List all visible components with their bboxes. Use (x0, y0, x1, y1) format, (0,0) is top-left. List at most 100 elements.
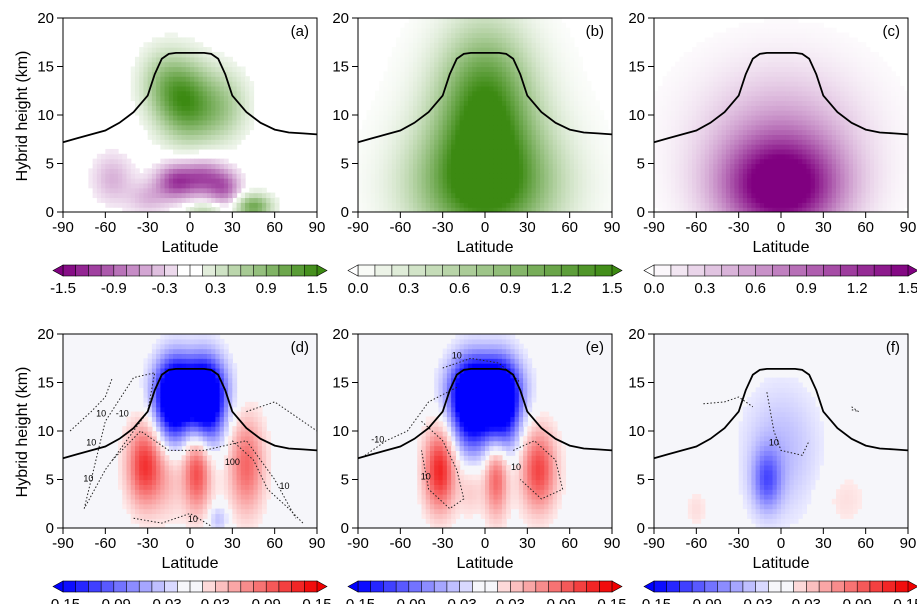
heat-cell (523, 119, 528, 126)
heat-cell (130, 207, 136, 212)
heat-cell (836, 100, 841, 106)
heat-cell (764, 124, 769, 131)
heat-cell (438, 187, 444, 194)
heat-cell (211, 129, 216, 135)
heat-cell (156, 163, 161, 169)
heat-cell (429, 42, 435, 48)
heat-cell (751, 139, 757, 145)
heat-cell (92, 187, 98, 194)
heat-cell (451, 95, 456, 102)
heat-cell (776, 22, 782, 29)
heat-cell (768, 178, 774, 184)
heat-cell (438, 37, 444, 43)
heat-cell (607, 207, 612, 212)
heat-cell (177, 61, 183, 68)
heat-cell (147, 71, 153, 77)
heat-cell (249, 90, 255, 97)
heat-cell (206, 202, 212, 208)
heat-cell (434, 81, 440, 87)
heat-cell (738, 110, 744, 116)
heat-cell (578, 173, 583, 179)
heat-cell (781, 163, 786, 169)
heat-cell (738, 129, 744, 135)
heat-cell (725, 124, 731, 131)
heat-cell (696, 124, 702, 131)
heat-cell (755, 81, 761, 87)
heat-cell (802, 71, 807, 77)
heat-cell (438, 61, 444, 68)
heat-cell (493, 105, 499, 111)
heat-cell (232, 124, 238, 131)
heat-cell (185, 178, 191, 184)
heat-cell (358, 197, 363, 203)
heat-cell (658, 119, 664, 126)
heat-cell (789, 22, 795, 29)
heat-cell (493, 76, 499, 82)
heat-cell (751, 178, 757, 184)
heat-cell (700, 139, 706, 145)
y-tick-label: 5 (341, 156, 349, 173)
heat-cell (717, 178, 723, 184)
heat-cell (442, 158, 448, 165)
heat-cell (582, 202, 588, 208)
heat-cell (789, 187, 795, 194)
heat-cell (793, 56, 799, 63)
heat-cell (747, 148, 752, 155)
colorbar-cell (75, 264, 89, 277)
heat-cell (675, 173, 680, 179)
heat-cell (523, 42, 528, 48)
heat-cell (857, 110, 863, 116)
heat-cell (692, 158, 697, 165)
heat-cell (535, 51, 541, 58)
heat-cell (751, 85, 757, 92)
colorbar-tick-label: -0.3 (152, 280, 178, 297)
heat-cell (442, 197, 448, 203)
heat-cell (857, 66, 863, 72)
heat-cell (429, 95, 435, 102)
heat-cell (147, 168, 153, 174)
heat-cell (391, 168, 397, 174)
heat-cell (379, 100, 384, 106)
heat-cell (476, 168, 482, 174)
heat-cell (552, 158, 558, 165)
heat-cell (404, 42, 410, 48)
heat-cell (387, 100, 393, 106)
heat-cell (683, 61, 689, 68)
heat-cell (506, 119, 511, 126)
heat-cell (776, 95, 782, 102)
heat-cell (96, 197, 102, 203)
heat-cell (747, 144, 752, 150)
heat-cell (455, 168, 461, 174)
heat-cell (793, 90, 799, 97)
heat-cell (704, 85, 710, 92)
heat-cell (548, 37, 554, 43)
heat-cell (413, 56, 418, 63)
heat-cell (713, 192, 719, 199)
heat-cell (425, 207, 431, 212)
heat-cell (501, 71, 507, 77)
heat-cell (535, 197, 541, 203)
heat-cell (156, 115, 161, 121)
heat-cell (670, 85, 676, 92)
heat-cell (177, 129, 183, 135)
heat-cell (709, 81, 714, 87)
heat-cell (607, 153, 612, 160)
heat-cell (582, 197, 588, 203)
heat-cell (802, 32, 807, 38)
heat-cell (211, 163, 216, 169)
heat-cell (721, 105, 727, 111)
heat-cell (506, 173, 511, 179)
heat-cell (429, 81, 435, 87)
heat-cell (556, 56, 562, 63)
heat-cell (819, 168, 824, 174)
heat-cell (544, 56, 550, 63)
heat-cell (408, 32, 414, 38)
heat-cell (764, 110, 769, 116)
heat-cell (751, 144, 757, 150)
heat-cell (514, 129, 520, 135)
heat-cell (232, 192, 238, 199)
heat-cell (485, 76, 490, 82)
heat-cell (578, 124, 583, 131)
heat-cell (421, 124, 427, 131)
heat-cell (442, 187, 448, 194)
